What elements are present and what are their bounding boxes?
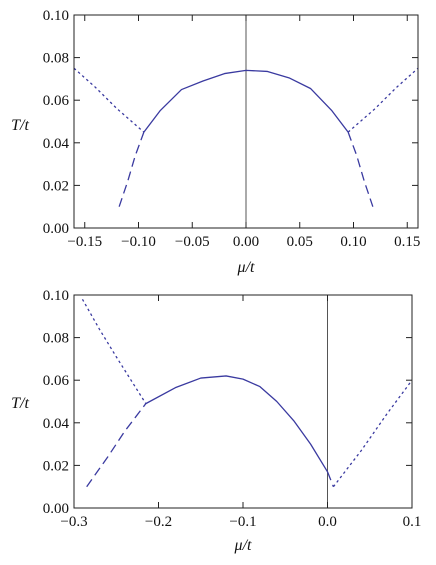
y-axis-label: T/t (11, 395, 29, 412)
x-axis-label: μ/t (237, 259, 255, 276)
series-line-dotted-3 (73, 67, 145, 133)
series-line-solid-0 (145, 375, 329, 473)
y-tick-label: 0.06 (43, 373, 70, 389)
y-tick-label: 0.06 (43, 93, 70, 109)
x-tick-label: −0.1 (229, 514, 256, 530)
y-tick-label: 0.00 (43, 221, 69, 237)
series-line-dashed-2 (347, 131, 374, 207)
y-tick-label: 0.08 (43, 331, 69, 347)
y-tick-label: 0.08 (43, 51, 69, 67)
x-tick-label: 0.10 (340, 234, 366, 250)
plot-frame (73, 294, 413, 509)
y-tick-label: 0.02 (43, 458, 69, 474)
x-tick-label: 0.05 (287, 234, 313, 250)
series-line-dashed-2 (326, 471, 335, 487)
y-tick-label: 0.04 (43, 136, 70, 152)
series-line-dashed-1 (118, 131, 145, 207)
y-axis-label: T/t (11, 117, 29, 134)
x-tick-label: −0.05 (175, 234, 210, 250)
x-tick-label: −0.3 (60, 514, 87, 530)
series-line-dotted-4 (332, 379, 413, 488)
x-tick-label: 0.0 (318, 514, 337, 530)
chart-bottom: −0.3 −0.2 −0.1 0.0 0.1 0.00 0.02 0.04 0.06 0.08 0.… (11, 288, 421, 554)
x-tick-label: 0.15 (394, 234, 420, 250)
x-tick-label: −0.15 (67, 234, 102, 250)
y-tick-label: 0.00 (43, 501, 69, 517)
y-tick-label: 0.04 (43, 416, 70, 432)
x-tick-label: 0.1 (403, 514, 422, 530)
x-tick-label: −0.10 (121, 234, 156, 250)
y-tick-label: 0.10 (43, 8, 69, 24)
y-tick-label: 0.10 (43, 288, 69, 304)
series-line-dashed-1 (86, 403, 147, 488)
chart-top: −0.15 −0.10 −0.05 0.00 0.05 0.10 0.15 0.00 0.02 0… (11, 8, 420, 276)
x-axis-label: μ/t (234, 537, 252, 554)
series-line-solid-0 (143, 69, 349, 133)
series-line-dotted-3 (81, 298, 147, 404)
y-tick-label: 0.02 (43, 178, 69, 194)
series-line-dotted-4 (347, 67, 419, 133)
x-tick-label: 0.00 (233, 234, 259, 250)
x-tick-label: −0.2 (145, 514, 172, 530)
